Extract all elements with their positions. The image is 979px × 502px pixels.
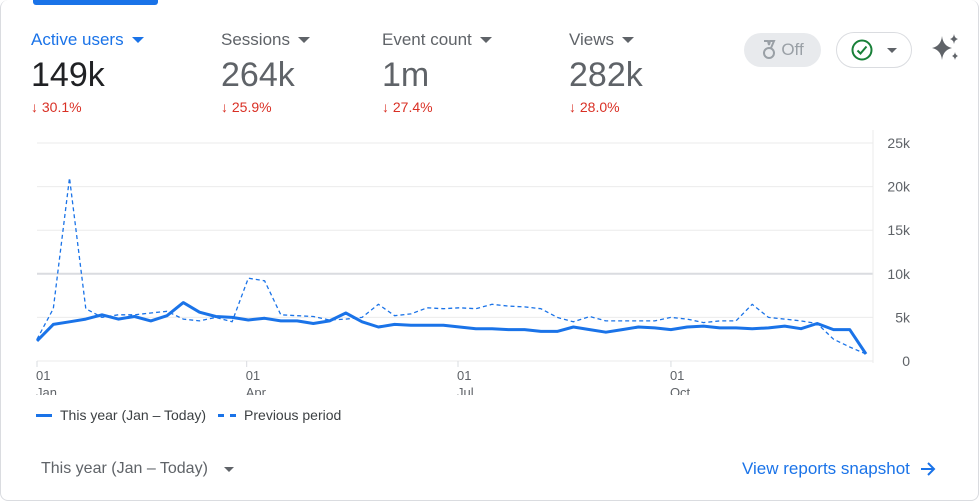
caret-down-icon xyxy=(887,47,897,53)
caret-down-icon[interactable] xyxy=(622,37,635,43)
x-tick-month: Apr xyxy=(246,385,267,395)
date-range-dropdown[interactable]: This year (Jan – Today) xyxy=(41,460,234,478)
arrow-down-icon: ↓ xyxy=(569,99,580,115)
metric-change: ↓ 28.0% xyxy=(569,99,643,115)
metric-change: ↓ 25.9% xyxy=(221,99,310,115)
arrow-down-icon: ↓ xyxy=(31,99,42,115)
check-circle-icon xyxy=(851,39,873,61)
metric-value: 149k xyxy=(31,56,105,94)
metric-value: 282k xyxy=(569,56,643,94)
x-tick-day: 01 xyxy=(246,368,260,383)
caret-down-icon[interactable] xyxy=(297,37,310,43)
y-tick-label: 25k xyxy=(887,135,911,151)
x-tick-month: Oct xyxy=(670,385,691,395)
caret-down-icon[interactable] xyxy=(479,37,492,43)
change-value: 30.1% xyxy=(41,99,82,115)
metric-value: 264k xyxy=(221,56,295,94)
arrow-down-icon: ↓ xyxy=(221,99,232,115)
legend-this-year: This year (Jan – Today) xyxy=(60,407,207,423)
x-tick-day: 01 xyxy=(36,368,50,383)
metric-sessions[interactable]: Sessions 264k ↓ 25.9% xyxy=(221,30,310,115)
y-tick-label: 15k xyxy=(887,222,911,238)
medal-icon xyxy=(763,40,776,59)
x-tick-month: Jul xyxy=(457,385,474,395)
metric-event-count[interactable]: Event count 1m ↓ 27.4% xyxy=(382,30,492,115)
change-value: 27.4% xyxy=(392,99,433,115)
metric-active-users[interactable]: Active users 149k ↓ 30.1% xyxy=(31,30,144,115)
line-chart: 0 5k 10k 15k 20k 25k 01 Jan 01 Apr 01 Jul 01 Oct xyxy=(35,130,911,395)
benchmark-toggle-button[interactable]: Off xyxy=(744,33,821,67)
chart-legend: This year (Jan – Today) Previous period xyxy=(36,407,341,423)
legend-solid-line-icon xyxy=(36,413,52,417)
arrow-right-icon xyxy=(920,462,936,476)
metric-label: Sessions xyxy=(221,30,290,49)
arrow-down-icon: ↓ xyxy=(382,99,393,115)
sparkle-icon[interactable] xyxy=(930,32,962,64)
y-tick-label: 5k xyxy=(895,309,911,325)
x-tick-month: Jan xyxy=(36,385,57,395)
legend-dashed-line-icon xyxy=(218,413,237,417)
metric-change: ↓ 27.4% xyxy=(382,99,492,115)
metric-label: Event count xyxy=(382,30,472,49)
change-value: 25.9% xyxy=(231,99,272,115)
view-reports-snapshot-link[interactable]: View reports snapshot xyxy=(742,459,936,479)
data-quality-dropdown[interactable] xyxy=(836,32,912,68)
change-value: 28.0% xyxy=(579,99,620,115)
y-tick-label: 20k xyxy=(887,179,911,195)
legend-previous-period: Previous period xyxy=(244,407,342,423)
metric-label: Views xyxy=(569,30,615,49)
metric-views[interactable]: Views 282k ↓ 28.0% xyxy=(569,30,643,115)
x-tick-day: 01 xyxy=(670,368,684,383)
metric-value: 1m xyxy=(382,56,430,94)
y-tick-label: 0 xyxy=(902,353,910,369)
toggle-label: Off xyxy=(781,40,804,59)
link-label: View reports snapshot xyxy=(742,459,910,478)
metric-change: ↓ 30.1% xyxy=(31,99,144,115)
x-tick-day: 01 xyxy=(457,368,471,383)
y-tick-label: 10k xyxy=(887,266,911,282)
caret-down-icon[interactable] xyxy=(131,37,144,43)
date-range-label: This year (Jan – Today) xyxy=(41,460,208,477)
selected-tab-indicator xyxy=(33,0,158,5)
caret-down-icon xyxy=(223,466,234,472)
series-line-this-year xyxy=(35,301,868,355)
metric-label: Active users xyxy=(31,30,124,49)
series-line-previous-period xyxy=(36,177,867,355)
